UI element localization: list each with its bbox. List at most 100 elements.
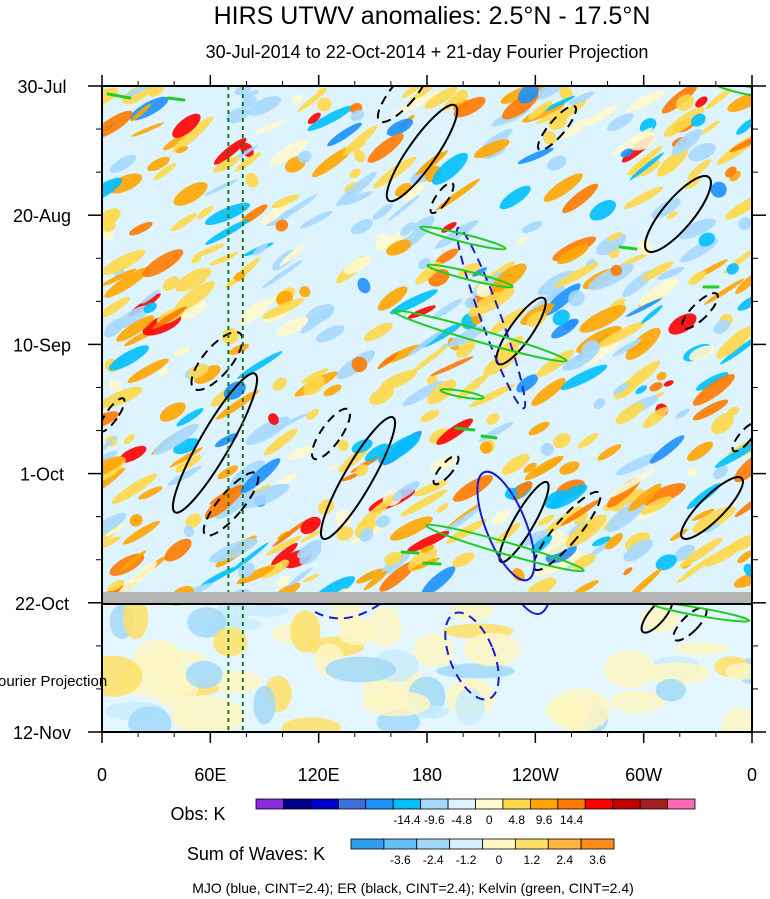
obs-colorbar-tick-label: -14.4 [393,813,421,827]
projection-cell [325,656,396,683]
anomaly-cell [129,221,153,236]
waves-colorbar-swatch [580,838,615,850]
anomaly-cell [102,456,125,480]
obs-colorbar-tick-label: -4.8 [451,813,472,827]
anomaly-cell [671,129,702,156]
anomaly-cell [638,278,679,306]
anomaly-cell [468,383,516,408]
anomaly-cell [356,568,384,584]
anomaly-cell [102,208,121,226]
anomaly-cell [342,191,373,206]
anomaly-cell [593,398,605,410]
anomaly-cell [276,575,291,588]
anomaly-cell [711,413,734,435]
mjo-contour-negative [455,226,527,410]
anomaly-cell [401,86,427,99]
anomaly-cell [540,442,554,456]
anomaly-cell [453,96,486,118]
anomaly-cell [175,146,188,154]
projection-cell [123,596,149,640]
anomaly-cell [629,152,664,181]
anomaly-cell [692,399,729,421]
anomaly-cell [341,472,361,482]
anomaly-cell [562,351,596,371]
anomaly-cell [627,145,663,176]
anomaly-cell [476,282,492,298]
projection-cell [171,696,244,732]
anomaly-cell [407,329,444,357]
anomaly-cell [196,206,214,220]
anomaly-cell [303,375,325,396]
anomaly-cell [214,433,239,448]
anomaly-cell [649,435,685,464]
anomaly-cell [164,538,192,562]
anomaly-cell [351,356,368,373]
anomaly-cell [612,338,642,357]
obs-colorbar-swatch [529,798,559,810]
anomaly-cell [306,408,320,420]
anomaly-cell [535,86,569,100]
anomaly-cell [173,181,208,206]
anomaly-cell [670,528,688,541]
anomaly-cell [213,137,247,165]
anomaly-cell [407,305,436,319]
anomaly-cell [104,317,126,338]
wave-contours [102,86,752,701]
projection-cell [128,706,172,732]
waves-colorbar-swatch [383,838,418,850]
anomaly-cell [102,536,121,553]
projection-cell [610,690,665,714]
projection-cell [362,690,431,717]
anomaly-cell [421,566,456,596]
y-tick-label: 30-Jul [17,77,66,97]
observation-anomaly-field [102,86,752,608]
anomaly-cell [343,256,372,275]
anomaly-cell [738,217,752,231]
er-contour [385,103,459,203]
anomaly-cell [734,493,752,518]
obs-colorbar: -14.4 -9.6 -4.8 0 4.8 9.6 14.4 [255,798,696,827]
projection-cell [463,632,521,667]
anomaly-cell [536,108,567,125]
anomaly-cell [616,452,661,476]
er-contour [498,480,550,564]
anomaly-cell [410,344,449,374]
anomaly-cell [733,571,752,588]
anomaly-cell [569,91,594,106]
anomaly-cell [455,339,476,358]
waves-colorbar-tick-label: 3.6 [589,853,606,867]
anomaly-cell [698,232,716,247]
kelvin-contour [618,245,638,251]
anomaly-cell [573,512,588,525]
projection-cell [436,663,515,679]
anomaly-cell [372,203,394,220]
anomaly-cell [335,509,353,526]
obs-colorbar-swatch [337,798,367,810]
anomaly-cell [429,455,458,472]
anomaly-cell [275,219,289,232]
anomaly-cell [260,202,290,226]
anomaly-cell [191,255,202,264]
anomaly-cell [542,95,576,112]
waves-colorbar-swatch [514,838,549,850]
anomaly-cell [458,262,481,277]
anomaly-cell [277,530,290,540]
anomaly-cell [209,485,243,505]
anomaly-cell [209,538,258,563]
anomaly-cell [479,441,493,454]
er-contour-negative [202,471,260,537]
anomaly-cell [577,432,599,449]
anomaly-cell [299,286,311,298]
anomaly-cell [342,125,378,156]
anomaly-cell [102,177,123,202]
projection-cell [242,604,290,617]
er-contour-negative [731,421,752,453]
anomaly-cell [676,554,715,584]
anomaly-cell [542,131,557,145]
anomaly-cell [240,96,257,108]
anomaly-cell [656,147,689,177]
anomaly-cell [252,243,268,256]
anomaly-cell [279,243,306,267]
obs-colorbar-swatch [612,798,641,810]
anomaly-cell [400,222,416,237]
